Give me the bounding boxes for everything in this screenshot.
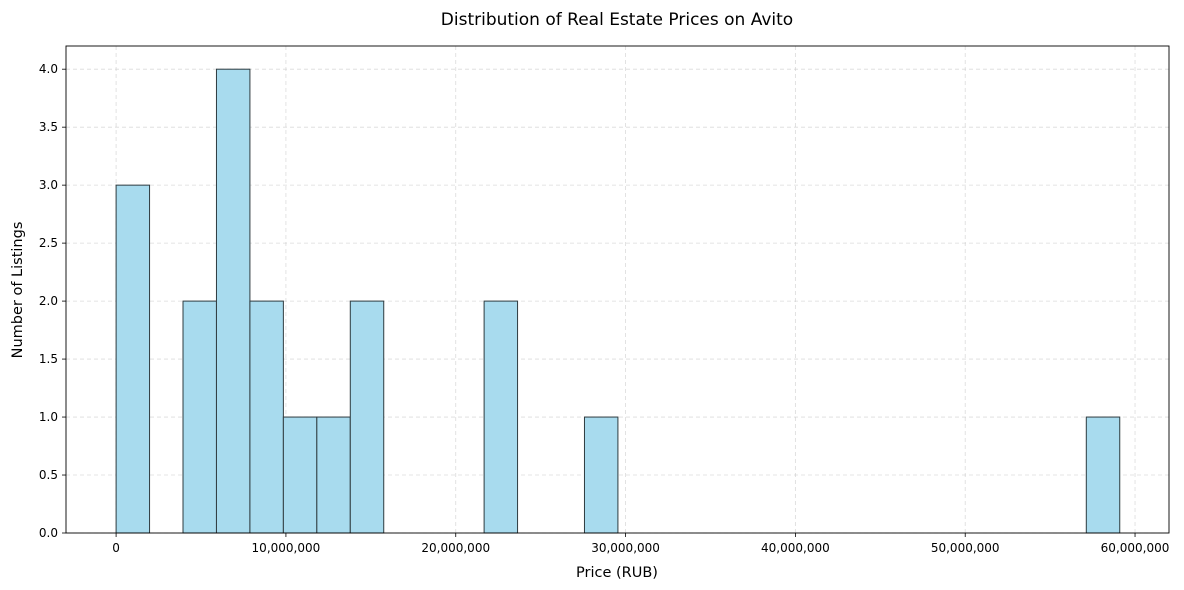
y-tick-label-5: 2.5 <box>39 236 58 250</box>
x-tick-label-3: 30,000,000 <box>591 541 660 555</box>
histogram-bar-7 <box>483 300 519 534</box>
histogram-bar-2 <box>215 68 251 534</box>
y-tick-label-6: 3.0 <box>39 178 58 192</box>
histogram-bar-8 <box>583 416 619 534</box>
chart-title: Distribution of Real Estate Prices on Av… <box>441 10 793 30</box>
y-tick-label-7: 3.5 <box>39 120 58 134</box>
x-tick-label-2: 20,000,000 <box>421 541 490 555</box>
histogram-bar-4 <box>282 416 318 534</box>
x-axis: 0 10,000,000 20,000,000 30,000,000 40,000,00… <box>112 533 1169 555</box>
y-axis-label: Number of Listings <box>10 222 26 359</box>
histogram-bar-5 <box>316 416 351 534</box>
x-tick-label-4: 40,000,000 <box>761 541 830 555</box>
x-tick-label-0: 0 <box>112 541 120 555</box>
histogram-bar-9 <box>1085 416 1121 534</box>
histogram-bar-3 <box>249 300 284 534</box>
bars <box>115 68 1121 534</box>
y-tick-label-4: 2.0 <box>39 294 58 308</box>
histogram-bar-6 <box>349 300 385 534</box>
y-tick-label-2: 1.0 <box>39 410 58 424</box>
y-tick-label-0: 0.0 <box>39 526 58 540</box>
y-tick-label-8: 4.0 <box>39 62 58 76</box>
x-tick-label-5: 50,000,000 <box>931 541 1000 555</box>
x-tick-label-6: 60,000,000 <box>1101 541 1170 555</box>
plot-frame <box>65 45 1170 534</box>
y-tick-label-3: 1.5 <box>39 352 58 366</box>
x-tick-label-1: 10,000,000 <box>252 541 321 555</box>
histogram-bar-1 <box>182 300 217 534</box>
y-tick-label-1: 0.5 <box>39 468 58 482</box>
x-axis-label: Price (RUB) <box>576 565 658 581</box>
histogram-bar-0 <box>115 184 151 534</box>
y-axis: 0.0 0.5 1.0 1.5 2.0 2.5 3.0 3.5 4.0 <box>39 62 66 540</box>
